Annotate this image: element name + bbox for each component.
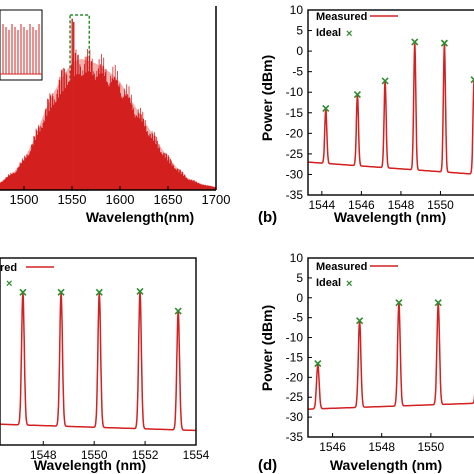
panel-d-y-tick-label: 5 <box>296 271 303 285</box>
panel-d-y-axis-label: Power (dBm) <box>259 305 275 391</box>
panel-c: 1548 1550 1552 1554 Wavelength (nm) red × <box>0 257 210 473</box>
panel-d-y-tick-label: 10 <box>290 251 304 265</box>
panel-d-ideal-marker <box>314 360 322 368</box>
panel-c-x-tick-label: 1548 <box>30 448 57 462</box>
panel-c-legend-measured: red <box>0 262 17 274</box>
panel-b-y-tick-label: -15 <box>286 106 304 120</box>
panel-c-ideal-marker <box>95 288 103 296</box>
panel-a-envelope <box>0 58 216 191</box>
panel-c-x-ticks: 1548 1550 1552 1554 <box>30 441 210 462</box>
panel-d-x-tick-label: 1546 <box>319 440 346 454</box>
panel-c-ideal-marker <box>19 288 27 296</box>
panel-c-x-axis-label: Wavelength (nm) <box>34 457 146 473</box>
panel-b-legend-ideal: Ideal <box>316 27 341 39</box>
panel-d-y-tick-label: -15 <box>286 350 304 364</box>
panel-b-y-tick-label: -25 <box>286 147 304 161</box>
panel-b-ideal-marker <box>322 104 330 113</box>
panel-b: 10 5 0 -5 -10 -15 -20 -25 -30 -35 1544 1546 1548 155… <box>258 3 474 226</box>
panel-b-y-tick-label: 5 <box>296 24 303 38</box>
panel-b-legend: Measured Ideal × <box>316 11 398 40</box>
panel-a-x-ticks: 1500 1550 1600 1650 1700 <box>10 186 231 207</box>
panel-b-measured-trace <box>308 43 474 175</box>
panel-b-y-tick-label: 0 <box>296 44 303 58</box>
panel-b-x-tick-label: 1546 <box>348 198 375 212</box>
panel-b-ideal-marker <box>353 90 361 99</box>
panel-d-y-tick-label: -20 <box>286 370 304 384</box>
panel-b-ideal-marker <box>440 39 448 47</box>
panel-d-y-tick-label: -30 <box>286 410 304 424</box>
panel-b-x-tick-label: 1550 <box>427 198 454 212</box>
panel-b-y-ticks: 10 5 0 -5 -10 -15 -20 -25 -30 -35 <box>286 3 312 202</box>
panel-c-ideal-marker <box>57 288 65 296</box>
panel-d-y-tick-label: -5 <box>292 311 303 325</box>
panel-b-y-tick-label: -30 <box>286 167 304 181</box>
panel-d-y-tick-label: -25 <box>286 390 304 404</box>
panel-d-frame <box>307 257 474 438</box>
panel-a-plot-area <box>0 6 217 191</box>
panel-d-ideal-marker <box>356 317 364 325</box>
panel-b-x-tick-label: 1544 <box>308 198 335 212</box>
panel-a-inset <box>0 9 43 81</box>
panel-c-legend: red × <box>0 262 54 290</box>
panel-c-measured-trace <box>0 290 197 432</box>
panel-b-x-ticks: 154415461548155015 <box>308 191 474 212</box>
panel-c-frame <box>0 257 197 446</box>
panel-d-legend-ideal-marker: × <box>346 278 352 290</box>
panel-d-ideal-marker <box>395 299 403 307</box>
panel-d-x-axis-label: Wavelength (nm) <box>330 457 442 473</box>
panel-b-legend-ideal-marker: × <box>346 28 352 40</box>
panel-b-ideal-marker <box>470 76 474 84</box>
panel-c-x-tick-label: 1554 <box>183 448 210 462</box>
panel-b-ideal-marker <box>411 38 419 46</box>
panel-c-legend-ideal-marker: × <box>6 278 12 290</box>
panel-d-plot-area <box>307 257 474 438</box>
panel-b-y-tick-label: -5 <box>292 65 303 79</box>
panel-a-x-tick-label: 1550 <box>58 192 87 207</box>
panel-c-x-tick-label: 1552 <box>132 448 159 462</box>
panel-c-plot-area <box>0 257 197 446</box>
panel-a: 1500 1550 1600 1650 1700 Wavelength(nm) <box>0 6 230 225</box>
panel-b-label: (b) <box>258 209 277 226</box>
panel-d-x-tick-label: 1550 <box>418 440 445 454</box>
panel-b-y-axis-label: Power (dBm) <box>259 55 275 141</box>
panel-b-y-tick-label: -35 <box>286 188 304 202</box>
panel-d-legend-ideal: Ideal <box>316 277 341 289</box>
panel-c-ideal-marker <box>136 287 144 296</box>
panel-d-y-ticks: 10 5 0 -5 -10 -15 -20 -25 -30 -35 <box>286 251 312 444</box>
panel-c-ideal-marker <box>174 307 182 315</box>
panel-a-x-tick-label: 1650 <box>154 192 183 207</box>
panel-b-y-tick-label: -20 <box>286 126 304 140</box>
panel-d-y-tick-label: -35 <box>286 430 304 444</box>
panel-a-x-tick-label: 1600 <box>106 192 135 207</box>
panel-b-ideal-marker <box>381 77 389 85</box>
panel-a-x-tick-label: 1500 <box>10 192 39 207</box>
panel-d-legend: Measured Ideal × <box>316 261 398 290</box>
panel-b-x-tick-label: 1548 <box>388 198 415 212</box>
panel-b-plot-area <box>307 9 474 196</box>
panel-d-y-tick-label: 0 <box>296 291 303 305</box>
panel-d-label: (d) <box>258 457 277 474</box>
panel-d-measured-trace <box>307 303 474 410</box>
panel-b-frame <box>307 9 474 196</box>
panel-b-y-tick-label: -10 <box>286 85 304 99</box>
panel-b-x-axis-label: Wavelength (nm) <box>334 209 446 225</box>
panel-b-legend-measured: Measured <box>316 11 367 23</box>
panel-d-legend-measured: Measured <box>316 261 367 273</box>
panel-d-y-tick-label: -10 <box>286 331 304 345</box>
panel-a-x-tick-label: 1700 <box>202 192 231 207</box>
panel-a-x-axis-label: Wavelength(nm) <box>86 209 194 225</box>
panel-d-ideal-marker <box>434 299 442 307</box>
panel-c-x-tick-label: 1550 <box>81 448 108 462</box>
panel-d-x-ticks: 15461548155015 <box>319 433 474 454</box>
panel-b-y-tick-label: 10 <box>290 3 304 17</box>
panel-d-x-tick-label: 1548 <box>368 440 395 454</box>
